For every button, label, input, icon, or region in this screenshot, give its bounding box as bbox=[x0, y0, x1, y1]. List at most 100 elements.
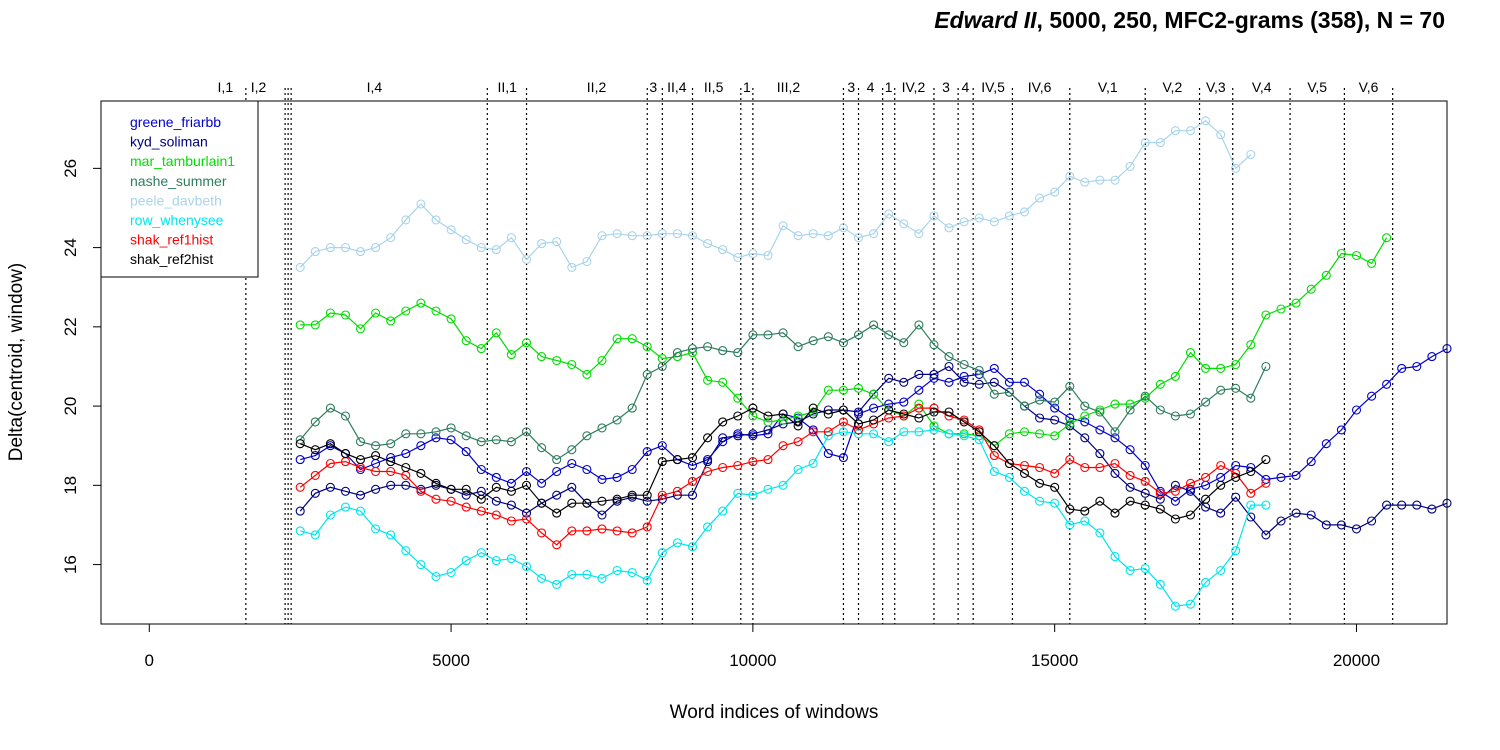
point-peele_davbeth-0 bbox=[295, 262, 305, 272]
point-shak_ref1hist-15 bbox=[521, 514, 532, 524]
chart-title: Edward II, 5000, 250, MFC2-grams (358), … bbox=[934, 7, 1445, 33]
point-greene_friarbb-43 bbox=[944, 377, 954, 387]
point-peele_davbeth-24 bbox=[657, 229, 667, 239]
point-nashe_summer-21 bbox=[612, 415, 622, 425]
scene-label-9: III,2 bbox=[777, 79, 801, 95]
point-mar_tamburlain1-2 bbox=[325, 308, 335, 318]
y-tick-label-1: 18 bbox=[61, 476, 80, 495]
point-peele_davbeth-15 bbox=[521, 254, 532, 265]
point-shak_ref1hist-41 bbox=[914, 403, 924, 413]
point-nashe_summer-55 bbox=[1125, 405, 1135, 415]
point-greene_friarbb-46 bbox=[989, 363, 999, 373]
point-nashe_summer-26 bbox=[687, 344, 698, 354]
point-shak_ref1hist-2 bbox=[325, 458, 335, 469]
point-kyd_soliman-67 bbox=[1306, 510, 1316, 520]
point-greene_friarbb-71 bbox=[1367, 391, 1377, 401]
point-nashe_summer-20 bbox=[597, 423, 607, 433]
point-nashe_summer-34 bbox=[808, 336, 818, 346]
point-nashe_summer-7 bbox=[401, 429, 411, 439]
point-kyd_soliman-54 bbox=[1110, 468, 1120, 478]
point-row_whenysee-3 bbox=[340, 502, 351, 512]
point-row_whenysee-26 bbox=[687, 542, 698, 552]
point-nashe_summer-42 bbox=[929, 340, 939, 350]
point-shak_ref2hist-17 bbox=[552, 508, 562, 518]
point-nashe_summer-8 bbox=[416, 429, 426, 439]
point-shak_ref2hist-54 bbox=[1110, 508, 1120, 518]
point-nashe_summer-61 bbox=[1216, 385, 1226, 395]
point-mar_tamburlain1-1 bbox=[310, 320, 320, 330]
point-greene_friarbb-49 bbox=[1035, 389, 1045, 399]
point-row_whenysee-55 bbox=[1125, 565, 1135, 576]
point-nashe_summer-31 bbox=[763, 330, 773, 340]
point-row_whenysee-24 bbox=[657, 548, 667, 558]
point-nashe_summer-27 bbox=[703, 342, 713, 352]
point-shak_ref2hist-33 bbox=[793, 421, 803, 431]
point-row_whenysee-47 bbox=[1004, 472, 1014, 482]
point-greene_friarbb-21 bbox=[612, 472, 622, 482]
point-greene_friarbb-72 bbox=[1382, 379, 1392, 389]
point-nashe_summer-33 bbox=[793, 342, 803, 352]
point-mar_tamburlain1-16 bbox=[537, 352, 547, 362]
point-kyd_soliman-7 bbox=[401, 480, 411, 490]
point-greene_friarbb-24 bbox=[657, 441, 667, 451]
point-mar_tamburlain1-23 bbox=[642, 342, 652, 352]
point-row_whenysee-42 bbox=[929, 425, 939, 435]
point-nashe_summer-45 bbox=[974, 365, 984, 375]
point-shak_ref1hist-26 bbox=[687, 476, 698, 486]
point-peele_davbeth-40 bbox=[899, 219, 909, 229]
y-tick-label-0: 16 bbox=[61, 555, 80, 574]
point-peele_davbeth-20 bbox=[597, 231, 607, 241]
point-nashe_summer-16 bbox=[537, 443, 547, 453]
point-shak_ref1hist-36 bbox=[838, 417, 848, 427]
point-peele_davbeth-49 bbox=[1035, 193, 1045, 203]
point-kyd_soliman-70 bbox=[1351, 524, 1362, 534]
point-mar_tamburlain1-51 bbox=[1065, 419, 1075, 429]
point-kyd_soliman-40 bbox=[899, 377, 909, 387]
scene-label-0: I,1 bbox=[218, 79, 234, 95]
point-shak_ref1hist-20 bbox=[597, 524, 607, 534]
point-shak_ref1hist-64 bbox=[1261, 478, 1271, 488]
legend-entry-row_whenysee: row_whenysee bbox=[130, 212, 224, 228]
point-nashe_summer-36 bbox=[838, 338, 848, 348]
point-shak_ref2hist-45 bbox=[974, 427, 984, 437]
point-shak_ref2hist-8 bbox=[416, 468, 426, 478]
point-shak_ref2hist-7 bbox=[401, 462, 411, 473]
point-shak_ref2hist-28 bbox=[718, 417, 728, 427]
point-shak_ref2hist-13 bbox=[491, 482, 501, 492]
point-kyd_soliman-11 bbox=[461, 490, 471, 500]
point-row_whenysee-0 bbox=[295, 526, 305, 536]
point-row_whenysee-34 bbox=[808, 458, 818, 469]
point-row_whenysee-64 bbox=[1261, 500, 1271, 510]
point-nashe_summer-15 bbox=[521, 427, 532, 437]
point-mar_tamburlain1-5 bbox=[371, 308, 381, 318]
point-peele_davbeth-44 bbox=[959, 217, 969, 227]
series-kyd_soliman bbox=[295, 361, 1452, 540]
point-kyd_soliman-6 bbox=[386, 480, 396, 490]
point-shak_ref1hist-55 bbox=[1125, 470, 1135, 480]
point-peele_davbeth-25 bbox=[672, 229, 682, 239]
scene-label-18: V,1 bbox=[1098, 79, 1118, 95]
point-greene_friarbb-1 bbox=[310, 451, 320, 461]
point-mar_tamburlain1-61 bbox=[1216, 363, 1226, 373]
point-peele_davbeth-35 bbox=[823, 231, 833, 241]
point-shak_ref2hist-18 bbox=[567, 498, 577, 508]
point-shak_ref2hist-53 bbox=[1095, 496, 1105, 506]
series-line-row_whenysee bbox=[300, 429, 1266, 607]
point-greene_friarbb-48 bbox=[1019, 377, 1030, 387]
point-mar_tamburlain1-72 bbox=[1382, 233, 1392, 243]
point-shak_ref2hist-24 bbox=[657, 457, 667, 467]
x-tick-label-3: 15000 bbox=[1031, 651, 1078, 670]
point-nashe_summer-5 bbox=[371, 441, 381, 451]
point-shak_ref1hist-57 bbox=[1155, 488, 1165, 498]
point-shak_ref1hist-28 bbox=[718, 462, 728, 473]
x-tick-label-2: 10000 bbox=[729, 651, 776, 670]
y-tick-label-5: 26 bbox=[61, 159, 80, 178]
point-row_whenysee-21 bbox=[612, 565, 622, 576]
point-mar_tamburlain1-37 bbox=[853, 383, 864, 393]
y-tick-label-4: 24 bbox=[61, 238, 80, 257]
series-line-shak_ref1hist bbox=[299, 407, 1267, 546]
point-row_whenysee-63 bbox=[1246, 500, 1256, 510]
point-mar_tamburlain1-7 bbox=[401, 306, 411, 316]
point-mar_tamburlain1-22 bbox=[627, 334, 637, 344]
